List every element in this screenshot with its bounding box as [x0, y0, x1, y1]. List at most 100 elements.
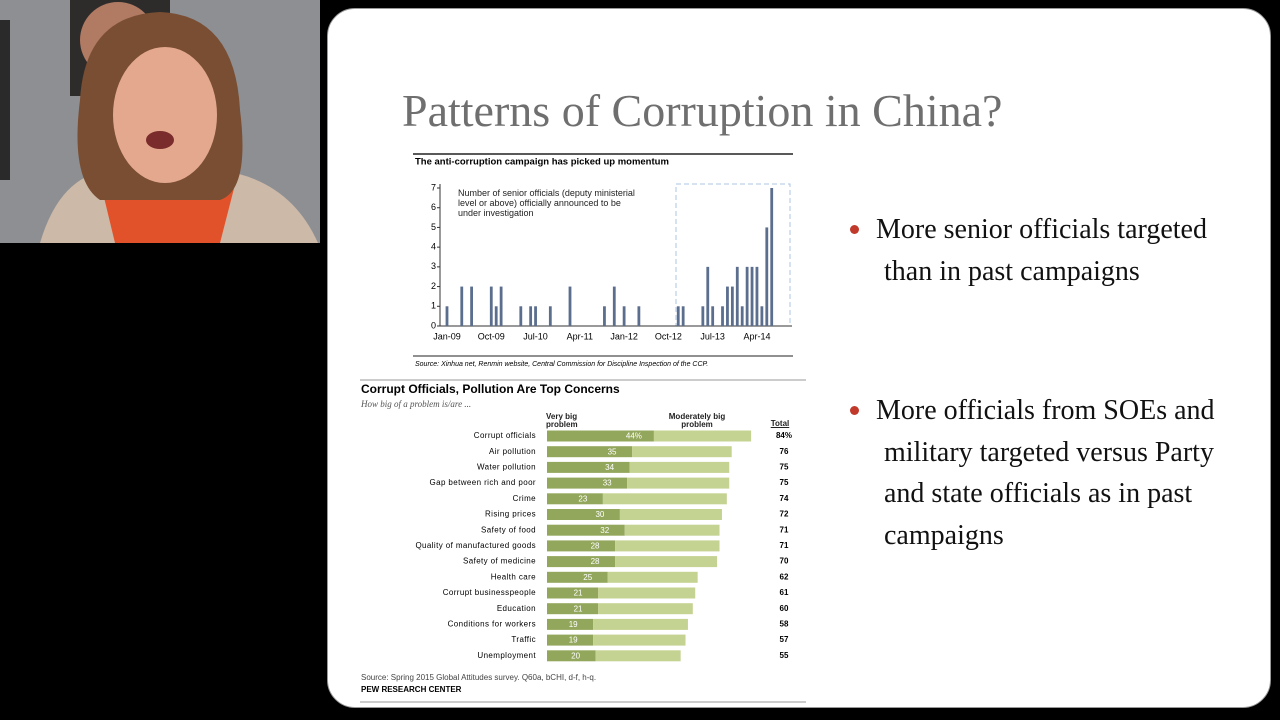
- bullet: More officials from SOEs and military ta…: [876, 395, 1215, 551]
- series-header: Very big problem: [546, 412, 578, 429]
- total-label: 76: [780, 447, 789, 456]
- value-label: 19: [569, 620, 578, 629]
- value-label: 20: [571, 651, 580, 660]
- total-label: 71: [780, 525, 789, 534]
- bar-segment: [547, 430, 654, 442]
- bar: [494, 306, 498, 326]
- y-tick-label: 5: [431, 222, 436, 232]
- total-label: 61: [780, 588, 789, 597]
- bar: [612, 286, 616, 326]
- category-label: Corrupt businesspeople: [443, 588, 536, 597]
- webcam: [0, 0, 320, 243]
- bar: [622, 306, 626, 326]
- value-label: 28: [591, 557, 600, 566]
- total-label: 74: [780, 494, 789, 503]
- bar: [770, 188, 774, 326]
- bar-segment: [653, 430, 752, 442]
- y-tick-label: 4: [431, 242, 436, 252]
- total-label: 57: [780, 635, 789, 644]
- total-label: 75: [780, 463, 789, 472]
- bar-segment: [547, 571, 608, 583]
- value-label: 21: [574, 589, 583, 598]
- category-label: Corrupt officials: [474, 431, 536, 440]
- bar: [760, 306, 764, 326]
- bar-segment: [602, 493, 727, 505]
- bar: [735, 266, 739, 326]
- value-label: 25: [583, 573, 592, 582]
- bar: [745, 266, 749, 326]
- y-tick-label: 7: [431, 182, 436, 192]
- x-tick-label: Oct-12: [655, 331, 682, 341]
- total-label: 75: [780, 478, 789, 487]
- bar: [676, 306, 680, 326]
- total-label: 72: [780, 510, 789, 519]
- chart-title: Corrupt Officials, Pollution Are Top Con…: [361, 382, 620, 396]
- series-header: Moderately big problem: [668, 412, 726, 429]
- value-label: 30: [595, 510, 604, 519]
- bar-segment: [547, 509, 620, 520]
- total-label: 70: [780, 557, 789, 566]
- bar: [603, 306, 606, 326]
- bar: [726, 286, 729, 326]
- chart-1: The anti-corruption campaign has picked …: [413, 153, 793, 368]
- x-tick-label: Jul-10: [523, 331, 548, 341]
- bar: [460, 286, 464, 326]
- y-tick-label: 6: [431, 202, 436, 212]
- bar-segment: [547, 493, 603, 505]
- chart-title: The anti-corruption campaign has picked …: [415, 157, 669, 168]
- bar: [445, 306, 449, 326]
- bar: [701, 306, 705, 326]
- bar: [706, 266, 710, 326]
- total-label: 84%: [776, 431, 792, 440]
- bullet-dot: [850, 406, 859, 415]
- bar-segment: [547, 618, 594, 630]
- bar: [489, 286, 493, 326]
- credit: PEW RESEARCH CENTER: [361, 685, 462, 694]
- bar-segment: [593, 634, 686, 646]
- bar-segment: [598, 587, 696, 599]
- bar-segment: [547, 634, 594, 646]
- annotation: Number of senior officials (deputy minis…: [458, 188, 635, 218]
- bar: [499, 286, 503, 326]
- frame: [0, 20, 10, 180]
- category-label: Health care: [491, 572, 536, 581]
- y-tick-label: 3: [431, 261, 436, 271]
- bullet-dot: [850, 225, 859, 234]
- bar-segment: [627, 477, 730, 489]
- x-tick-label: Jan-12: [610, 331, 638, 341]
- bar-segment: [547, 650, 596, 662]
- bar-segment: [547, 603, 599, 615]
- bar: [519, 306, 523, 326]
- bar-segment: [547, 587, 599, 599]
- category-label: Water pollution: [477, 463, 536, 472]
- category-label: Gap between rich and poor: [429, 478, 536, 487]
- bar-segment: [615, 556, 718, 568]
- chart-2: Corrupt Officials, Pollution Are Top Con…: [360, 379, 806, 703]
- category-label: Traffic: [511, 635, 536, 644]
- bar: [470, 286, 473, 326]
- bar-segment: [619, 509, 722, 520]
- bar: [765, 227, 769, 326]
- bar: [721, 306, 724, 326]
- total-label: 58: [780, 620, 789, 629]
- bar-segment: [632, 446, 732, 458]
- bar-segment: [593, 618, 688, 630]
- bar: [637, 306, 641, 326]
- x-tick-label: Apr-11: [567, 331, 593, 341]
- bar-segment: [547, 446, 633, 458]
- value-label: 32: [600, 526, 609, 535]
- category-label: Air pollution: [489, 447, 536, 456]
- bar: [750, 266, 754, 326]
- x-tick-label: Oct-09: [478, 331, 505, 341]
- slide: [327, 8, 1271, 708]
- category-label: Conditions for workers: [448, 620, 536, 629]
- bar: [529, 306, 533, 326]
- slide-title: Patterns of Corruption in China?: [402, 85, 1003, 136]
- bar-segment: [607, 571, 698, 583]
- total-label: 71: [780, 541, 789, 550]
- category-label: Education: [497, 604, 536, 613]
- x-tick-label: Jan-09: [433, 331, 461, 341]
- value-label: 44%: [626, 432, 642, 441]
